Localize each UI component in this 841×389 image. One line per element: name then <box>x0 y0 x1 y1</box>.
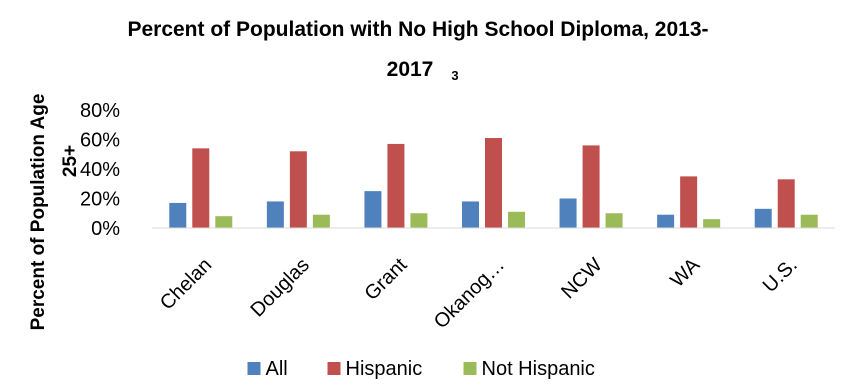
bar-not-hispanic <box>605 213 623 228</box>
chart-title: Percent of Population with No High Schoo… <box>127 18 708 41</box>
bar-all <box>169 202 187 228</box>
y-axis-label-line2: 25+ <box>60 145 81 177</box>
chart-title-superscript: 3 <box>451 68 458 83</box>
bar-all <box>266 201 284 228</box>
legend-swatch <box>247 362 261 375</box>
bar-all <box>754 208 772 228</box>
legend-label: Hispanic <box>346 358 423 380</box>
legend-label: Not Hispanic <box>482 358 595 380</box>
bar-hispanic <box>680 176 698 228</box>
x-tick-label: Grant <box>361 254 412 305</box>
bar-hispanic <box>289 151 307 228</box>
bar-hispanic <box>485 138 502 228</box>
legend-swatch <box>463 362 477 375</box>
y-axis-ticks: 80% 60% 40% 20% 0% <box>80 100 120 240</box>
y-tick-label: 80% <box>80 100 120 122</box>
bars <box>169 138 818 228</box>
legend-label: All <box>266 358 288 380</box>
bar-not-hispanic <box>215 216 233 228</box>
x-tick-label: Chelan <box>156 254 216 314</box>
x-tick-label: NCW <box>557 254 606 303</box>
chart-title-line2: 2017 <box>387 58 434 81</box>
y-axis-label: Percent of Population Age <box>28 94 49 331</box>
bar-not-hispanic <box>508 211 525 228</box>
bar-not-hispanic <box>410 213 428 228</box>
bar-all <box>462 201 479 228</box>
x-axis-ticks: Chelan Douglas Grant Okanog… NCW WA U.S. <box>156 254 802 334</box>
y-tick-label: 60% <box>80 130 120 152</box>
x-tick-label: U.S. <box>759 254 802 297</box>
bar-hispanic <box>777 179 795 228</box>
bar-hispanic <box>582 145 600 228</box>
bar-all <box>559 198 577 228</box>
x-tick-label: Douglas <box>246 254 313 321</box>
bar-not-hispanic <box>800 214 818 228</box>
bar-all <box>364 191 382 228</box>
bar-hispanic <box>192 148 210 228</box>
legend: All Hispanic Not Hispanic <box>247 358 595 380</box>
legend-swatch <box>327 362 341 375</box>
y-tick-label: 0% <box>91 218 120 240</box>
x-tick-label: WA <box>666 254 704 292</box>
y-tick-label: 40% <box>80 159 120 181</box>
bar-not-hispanic <box>312 214 330 228</box>
y-tick-label: 20% <box>80 189 120 211</box>
x-tick-label: Okanog… <box>430 254 509 333</box>
bar-all <box>657 214 675 228</box>
bar-not-hispanic <box>703 219 721 228</box>
bar-hispanic <box>387 143 405 228</box>
